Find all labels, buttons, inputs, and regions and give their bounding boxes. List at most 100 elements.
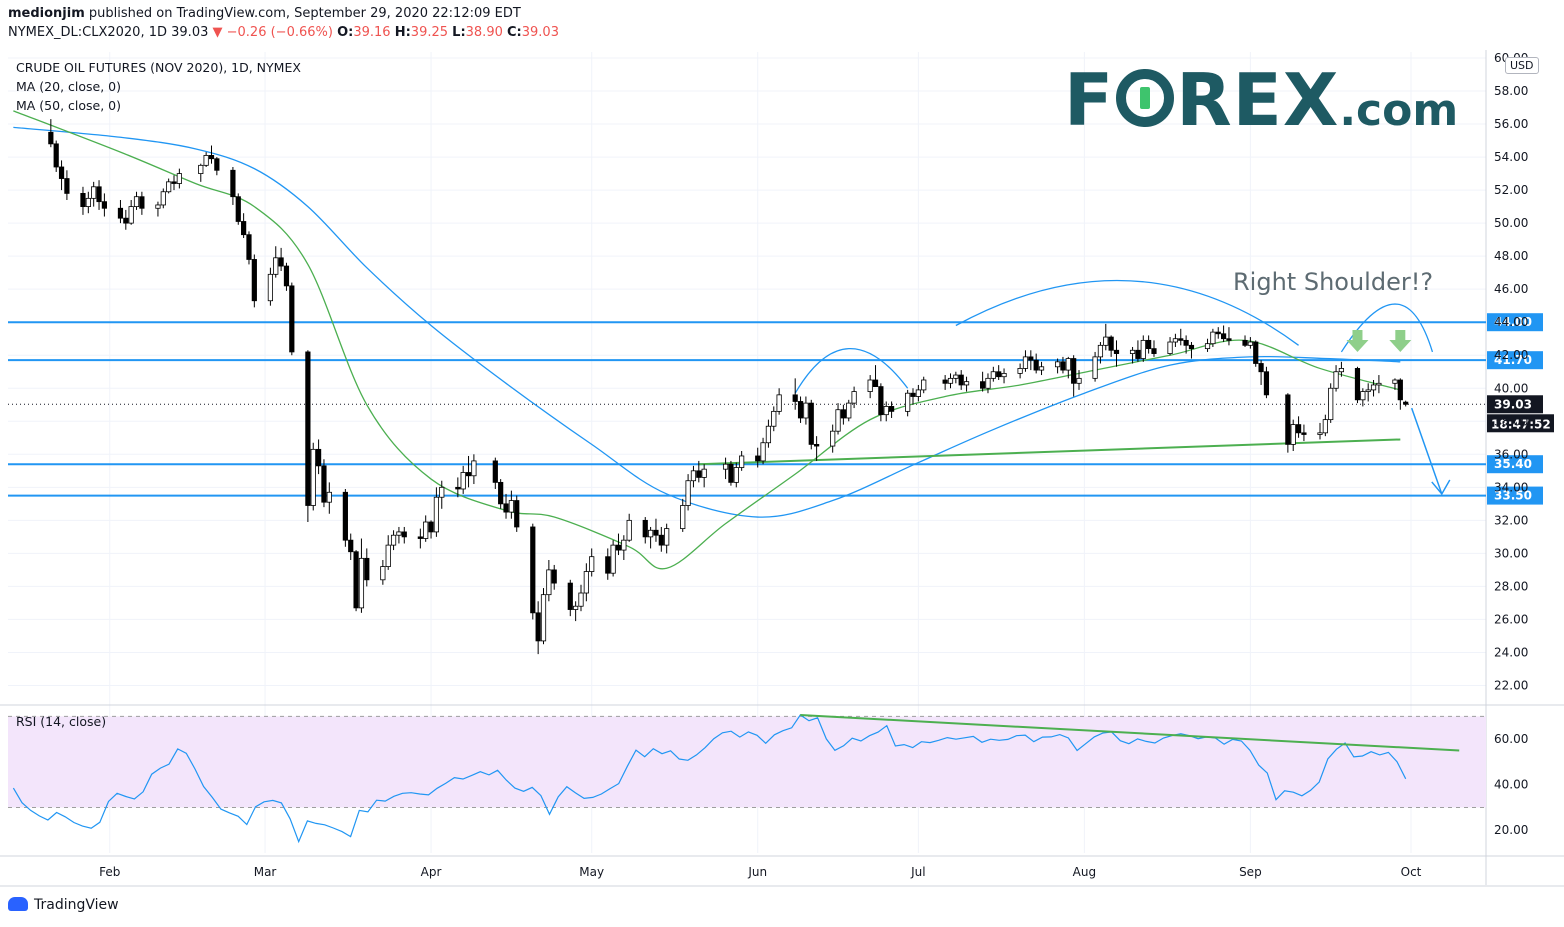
candle-body xyxy=(1017,368,1023,374)
candle-body xyxy=(1210,331,1216,345)
candle-body xyxy=(1247,341,1253,346)
candle-body xyxy=(1001,372,1007,378)
candle-body xyxy=(846,402,852,419)
candle-body xyxy=(353,551,359,609)
candle-body xyxy=(942,379,948,384)
candle-body xyxy=(1108,336,1114,351)
candle-body xyxy=(1065,358,1071,371)
candle-body xyxy=(648,529,654,538)
y-tick-label: 50.00 xyxy=(1494,216,1528,230)
price-level-tag xyxy=(1487,486,1543,505)
candle-body xyxy=(830,430,836,447)
candle-body xyxy=(765,425,772,444)
rsi-legend[interactable]: RSI (14, close) xyxy=(16,714,107,729)
candle-body xyxy=(1397,379,1403,401)
candle-body xyxy=(1333,371,1339,389)
candle-body xyxy=(1204,343,1211,350)
candle-body xyxy=(53,143,59,168)
head-shoulders-arc xyxy=(955,279,1299,346)
candle-body xyxy=(1285,394,1291,445)
candle-body xyxy=(1151,348,1157,354)
author-name[interactable]: medionjim xyxy=(8,6,85,21)
forex-logo: F REX.com xyxy=(1064,58,1458,142)
candle-body xyxy=(1295,424,1302,434)
logo-part1: F xyxy=(1064,58,1115,142)
candle-body xyxy=(1258,363,1264,373)
candle-body xyxy=(283,265,290,287)
candle-body xyxy=(58,166,65,179)
candle-body xyxy=(835,409,841,432)
candle-body xyxy=(680,505,686,530)
candle-body xyxy=(1033,359,1039,371)
y-tick-label: 54.00 xyxy=(1494,150,1528,164)
candle-body xyxy=(851,391,857,404)
candle-body xyxy=(460,472,466,490)
candle-body xyxy=(1317,432,1323,435)
candle-body xyxy=(385,544,391,567)
rsi-tick-label: 20.00 xyxy=(1494,823,1528,837)
candle-body xyxy=(455,486,461,490)
price-level-label: 44.00 xyxy=(1494,315,1532,329)
price-change: −0.26 (−0.66%) xyxy=(226,25,333,40)
low-label: L: xyxy=(452,25,466,40)
price-level-label: 33.50 xyxy=(1494,489,1532,503)
x-tick-label: Apr xyxy=(421,865,442,879)
candles xyxy=(48,119,1409,655)
candle-body xyxy=(423,521,429,539)
candle-body xyxy=(396,531,402,536)
last-price: 39.03 xyxy=(171,25,209,40)
candle-body xyxy=(739,455,745,468)
candle-body xyxy=(888,406,895,412)
projection-arrow-line xyxy=(1410,407,1443,495)
publish-info: published on TradingView.com, September … xyxy=(88,6,521,21)
currency-badge[interactable]: USD xyxy=(1505,57,1539,74)
candle-body xyxy=(1263,371,1270,396)
legend-ma50[interactable]: MA (50, close, 0) xyxy=(16,98,122,113)
candle-body xyxy=(273,257,279,275)
candle-body xyxy=(428,521,434,533)
head-shoulders-arc xyxy=(794,347,909,394)
candle-body xyxy=(492,460,498,483)
candle-body xyxy=(883,406,889,416)
candle-body xyxy=(1392,379,1398,384)
candle-body xyxy=(621,539,627,551)
candle-body xyxy=(567,582,573,610)
candle-body xyxy=(166,181,172,193)
candle-body xyxy=(1301,432,1307,435)
candle-body xyxy=(208,155,215,160)
candle-body xyxy=(326,491,332,503)
candle-body xyxy=(348,539,354,553)
candle-body xyxy=(1290,424,1296,445)
candle-body xyxy=(160,191,166,206)
candle-body xyxy=(797,401,804,419)
price-level-label: 41.70 xyxy=(1494,353,1532,367)
down-arrow-icon xyxy=(1389,330,1412,353)
candle-body xyxy=(664,528,670,546)
candle-body xyxy=(80,193,86,208)
tradingview-logo-icon xyxy=(8,897,28,911)
candle-body xyxy=(1403,401,1409,405)
price-level-tag xyxy=(1487,455,1543,474)
high-value: 39.25 xyxy=(410,25,449,40)
candle-body xyxy=(176,173,182,184)
y-tick-label: 24.00 xyxy=(1494,645,1528,659)
symbol-label[interactable]: NYMEX_DL:CLX2020, 1D xyxy=(8,25,167,40)
candle-body xyxy=(1092,356,1098,379)
open-label: O: xyxy=(337,25,354,40)
candle-body xyxy=(551,569,557,584)
candle-body xyxy=(626,519,632,541)
candle-body xyxy=(251,259,257,302)
low-value: 38.90 xyxy=(465,25,503,40)
candle-body xyxy=(1113,349,1120,354)
candle-body xyxy=(776,394,782,412)
legend-ma20[interactable]: MA (20, close, 0) xyxy=(16,79,122,94)
price-levels: 44.00 41.70 35.40 33.50 39.03 18:47:52 xyxy=(8,313,1554,505)
candle-body xyxy=(305,351,311,506)
y-tick-label: 56.00 xyxy=(1494,117,1528,131)
tradingview-brand[interactable]: TradingView xyxy=(8,897,119,913)
candle-body xyxy=(1215,331,1221,335)
candle-body xyxy=(1370,384,1377,391)
candle-body xyxy=(364,557,370,581)
x-tick-label: Sep xyxy=(1239,865,1262,879)
